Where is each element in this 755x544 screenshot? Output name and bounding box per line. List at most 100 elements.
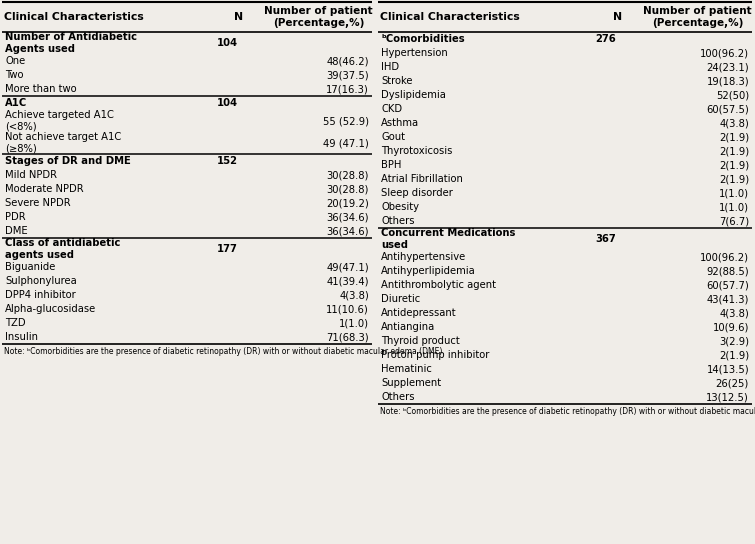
Text: Number of Antidiabetic
Agents used: Number of Antidiabetic Agents used [5, 32, 137, 54]
Text: 39(37.5): 39(37.5) [326, 70, 369, 80]
Text: TZD: TZD [5, 318, 26, 328]
Text: 1(1.0): 1(1.0) [719, 202, 749, 212]
Text: 11(10.6): 11(10.6) [326, 304, 369, 314]
Text: 41(39.4): 41(39.4) [326, 276, 369, 286]
Text: 177: 177 [217, 244, 238, 254]
Text: 26(25): 26(25) [716, 378, 749, 388]
Text: 52(50): 52(50) [716, 90, 749, 100]
Text: N: N [234, 12, 243, 22]
Text: 71(68.3): 71(68.3) [326, 332, 369, 342]
Text: 4(3.8): 4(3.8) [720, 118, 749, 128]
Text: Hypertension: Hypertension [381, 48, 448, 58]
Text: DME: DME [5, 226, 28, 236]
Text: 2(1.9): 2(1.9) [719, 132, 749, 142]
Text: 20(19.2): 20(19.2) [326, 198, 369, 208]
Text: Antithrombolytic agent: Antithrombolytic agent [381, 280, 496, 290]
Text: N: N [613, 12, 622, 22]
Text: ᵇComorbidities: ᵇComorbidities [381, 34, 464, 44]
Text: Asthma: Asthma [381, 118, 419, 128]
Text: 367: 367 [595, 234, 616, 244]
Text: 14(13.5): 14(13.5) [707, 364, 749, 374]
Text: Sulphonylurea: Sulphonylurea [5, 276, 77, 286]
Text: 13(12.5): 13(12.5) [706, 392, 749, 402]
Text: 43(41.3): 43(41.3) [707, 294, 749, 304]
Text: 2(1.9): 2(1.9) [719, 350, 749, 360]
Text: IHD: IHD [381, 62, 399, 72]
Text: Thyrotoxicosis: Thyrotoxicosis [381, 146, 452, 156]
Text: 30(28.8): 30(28.8) [327, 184, 369, 194]
Text: Two: Two [5, 70, 23, 80]
Text: Insulin: Insulin [5, 332, 38, 342]
Text: BPH: BPH [381, 160, 402, 170]
Text: Not achieve target A1C
(≥8%): Not achieve target A1C (≥8%) [5, 132, 122, 154]
Text: 276: 276 [595, 34, 616, 44]
Text: Alpha-glucosidase: Alpha-glucosidase [5, 304, 96, 314]
Text: PDR: PDR [5, 212, 26, 222]
Text: 30(28.8): 30(28.8) [327, 170, 369, 180]
Text: 4(3.8): 4(3.8) [720, 308, 749, 318]
Text: 19(18.3): 19(18.3) [707, 76, 749, 86]
Text: Atrial Fibrillation: Atrial Fibrillation [381, 174, 463, 184]
Text: Antihypertensive: Antihypertensive [381, 252, 467, 262]
Text: Antihyperlipidemia: Antihyperlipidemia [381, 266, 476, 276]
Text: Achieve targeted A1C
(<8%): Achieve targeted A1C (<8%) [5, 110, 114, 132]
Text: More than two: More than two [5, 84, 76, 94]
Text: Others: Others [381, 392, 414, 402]
Text: Concurrent Medications
used: Concurrent Medications used [381, 228, 516, 250]
Text: 17(16.3): 17(16.3) [326, 84, 369, 94]
Text: Others: Others [381, 216, 414, 226]
Text: Clinical Characteristics: Clinical Characteristics [4, 12, 143, 22]
Text: Obesity: Obesity [381, 202, 419, 212]
Text: 10(9.6): 10(9.6) [713, 322, 749, 332]
Text: 100(96.2): 100(96.2) [700, 252, 749, 262]
Text: Antidepressant: Antidepressant [381, 308, 457, 318]
Text: CKD: CKD [381, 104, 402, 114]
Text: 2(1.9): 2(1.9) [719, 160, 749, 170]
Text: One: One [5, 56, 25, 66]
Text: Severe NPDR: Severe NPDR [5, 198, 71, 208]
Text: 1(1.0): 1(1.0) [339, 318, 369, 328]
Text: Note: ᵇComorbidities are the presence of diabetic retinopathy (DR) with or witho: Note: ᵇComorbidities are the presence of… [380, 407, 755, 416]
Text: Note: ᵇComorbidities are the presence of diabetic retinopathy (DR) with or witho: Note: ᵇComorbidities are the presence of… [4, 347, 445, 356]
Text: 152: 152 [217, 156, 238, 166]
Text: Diuretic: Diuretic [381, 294, 421, 304]
Text: Antiangina: Antiangina [381, 322, 435, 332]
Text: Sleep disorder: Sleep disorder [381, 188, 453, 198]
Text: Supplement: Supplement [381, 378, 441, 388]
Text: 36(34.6): 36(34.6) [326, 212, 369, 222]
Text: A1C: A1C [5, 98, 27, 108]
Text: Stroke: Stroke [381, 76, 412, 86]
Text: Moderate NPDR: Moderate NPDR [5, 184, 84, 194]
Text: 1(1.0): 1(1.0) [719, 188, 749, 198]
Text: Biguanide: Biguanide [5, 262, 55, 272]
Text: 92(88.5): 92(88.5) [707, 266, 749, 276]
Text: Stages of DR and DME: Stages of DR and DME [5, 156, 131, 166]
Text: Number of patient
(Percentage,%): Number of patient (Percentage,%) [643, 6, 752, 28]
Text: 60(57.7): 60(57.7) [706, 280, 749, 290]
Text: 104: 104 [217, 98, 238, 108]
Text: Thyroid product: Thyroid product [381, 336, 460, 346]
Text: Hematinic: Hematinic [381, 364, 432, 374]
Text: DPP4 inhibitor: DPP4 inhibitor [5, 290, 76, 300]
Text: Mild NPDR: Mild NPDR [5, 170, 57, 180]
Text: Proton pump inhibitor: Proton pump inhibitor [381, 350, 489, 360]
Text: 48(46.2): 48(46.2) [326, 56, 369, 66]
Text: 55 (52.9): 55 (52.9) [323, 116, 369, 126]
Text: Number of patient
(Percentage,%): Number of patient (Percentage,%) [264, 6, 373, 28]
Text: 36(34.6): 36(34.6) [326, 226, 369, 236]
Text: 49 (47.1): 49 (47.1) [323, 138, 369, 148]
Text: 49(47.1): 49(47.1) [326, 262, 369, 272]
Text: Gout: Gout [381, 132, 405, 142]
Text: 60(57.5): 60(57.5) [706, 104, 749, 114]
Text: 104: 104 [217, 38, 238, 48]
Text: Dyslipidemia: Dyslipidemia [381, 90, 446, 100]
Text: 3(2.9): 3(2.9) [719, 336, 749, 346]
Text: 7(6.7): 7(6.7) [719, 216, 749, 226]
Text: Clinical Characteristics: Clinical Characteristics [380, 12, 519, 22]
Text: 2(1.9): 2(1.9) [719, 174, 749, 184]
Text: 24(23.1): 24(23.1) [707, 62, 749, 72]
Text: 4(3.8): 4(3.8) [339, 290, 369, 300]
Text: 2(1.9): 2(1.9) [719, 146, 749, 156]
Text: Class of antidiabetic
agents used: Class of antidiabetic agents used [5, 238, 120, 260]
Text: 100(96.2): 100(96.2) [700, 48, 749, 58]
